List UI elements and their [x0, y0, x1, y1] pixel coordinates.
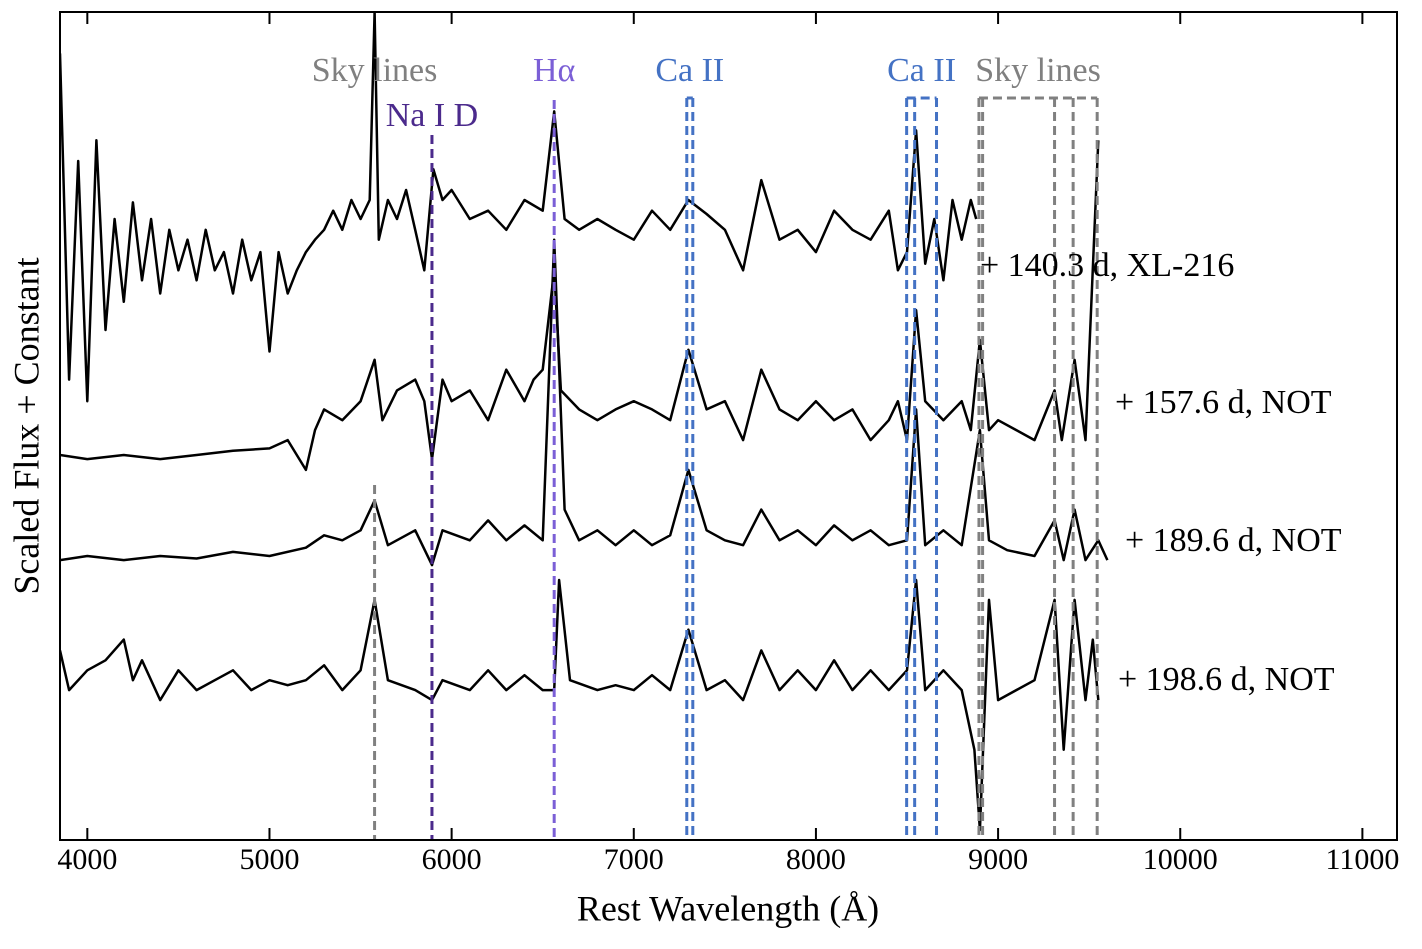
- series-label: + 198.6 d, NOT: [1118, 661, 1335, 698]
- x-tick-label: 8000: [786, 843, 846, 876]
- spectrum-line: [60, 578, 1100, 832]
- x-tick-label: 10000: [1143, 843, 1218, 876]
- series-label: + 140.3 d, XL-216: [980, 247, 1234, 284]
- reference-label: Na I D: [386, 97, 479, 134]
- series-label: + 157.6 d, NOT: [1115, 384, 1332, 421]
- y-axis-label: Scaled Flux + Constant: [6, 257, 46, 594]
- x-tick-label: 6000: [422, 843, 482, 876]
- spectrum-line: [60, 238, 1109, 567]
- reference-label: Sky lines: [975, 52, 1101, 89]
- x-tick-label: 4000: [57, 843, 117, 876]
- reference-label: Ca II: [887, 52, 956, 89]
- series-label: + 189.6 d, NOT: [1125, 522, 1342, 559]
- x-axis-label: Rest Wavelength (Å): [577, 888, 879, 928]
- reference-label: Sky lines: [312, 52, 438, 89]
- spectrum-line: [60, 140, 1100, 472]
- x-tick-label: 11000: [1325, 843, 1399, 876]
- plot-area: [60, 12, 1109, 832]
- x-tick-label: 9000: [968, 843, 1028, 876]
- reference-label: Hα: [533, 52, 576, 89]
- x-tick-label: 5000: [239, 843, 299, 876]
- reference-label: Ca II: [655, 52, 724, 89]
- plot-frame: [59, 11, 1398, 841]
- x-tick-label: 7000: [604, 843, 664, 876]
- spectrum-line: [60, 12, 978, 403]
